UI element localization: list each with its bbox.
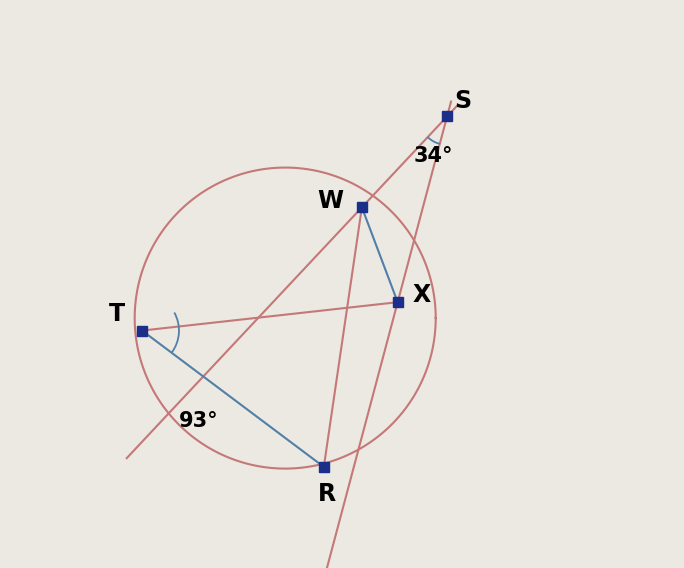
Text: T: T [109,302,124,325]
Text: R: R [317,482,336,506]
Text: 34°: 34° [413,146,453,166]
Text: X: X [412,283,431,307]
Text: 93°: 93° [179,411,219,432]
Text: W: W [317,189,343,212]
Text: S: S [454,89,471,112]
